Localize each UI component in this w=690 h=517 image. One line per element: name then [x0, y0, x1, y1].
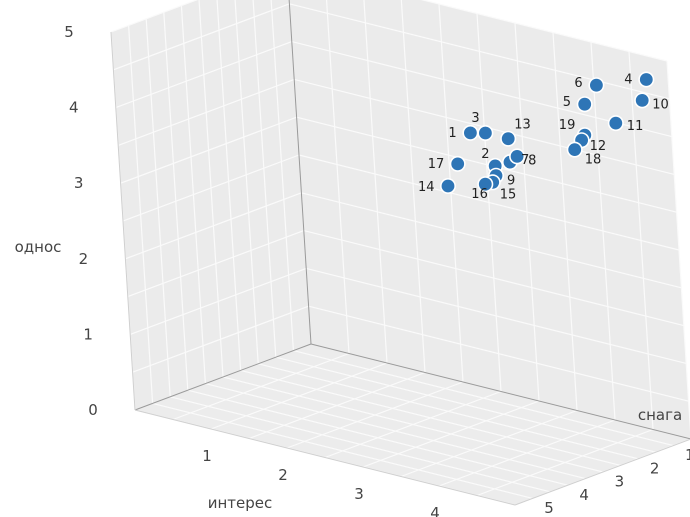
data-point-label: 6: [574, 76, 582, 91]
x-tick-label: 4: [430, 504, 440, 517]
gridline-floor-x: [400, 409, 578, 478]
axis-line: [134, 409, 516, 506]
data-point-label: 14: [418, 180, 435, 195]
z-tick-label: 4: [579, 486, 589, 504]
data-point-label: 17: [428, 157, 445, 172]
y-axis-label: однос: [15, 238, 62, 256]
gridline-floor-z: [205, 383, 586, 480]
gridline-left-z: [128, 25, 154, 404]
box-edge: [134, 343, 312, 411]
data-point-label: 16: [471, 187, 488, 202]
data-point-label: 11: [627, 119, 644, 134]
gridline-back-x: [552, 32, 578, 411]
gridline-back-y: [420, 0, 668, 62]
data-point-label: 13: [514, 118, 531, 133]
z-axis-label: снага: [638, 406, 682, 424]
gridline-back-y: [289, 3, 670, 100]
gridline-left-y: [120, 116, 297, 184]
gridline-floor-z: [222, 376, 604, 473]
data-point-label: 3: [471, 111, 479, 126]
data-point: [634, 92, 651, 109]
data-point-label: 4: [624, 73, 632, 88]
data-point-label: 8: [528, 153, 536, 168]
gridline-left-y: [113, 3, 290, 71]
gridline-left-y: [117, 78, 295, 146]
data-point-label: 5: [563, 95, 571, 110]
data-point: [566, 141, 583, 158]
y-tick-label: 5: [64, 23, 74, 41]
data-point-label: 1: [448, 126, 456, 141]
left-pane: [111, 0, 311, 410]
data-point: [477, 125, 494, 142]
chart-box-edges: [110, 0, 690, 506]
gridline-back-x: [628, 51, 654, 430]
gridline-back-x: [476, 13, 502, 392]
data-point: [576, 96, 593, 113]
gridline-floor-x: [476, 428, 654, 497]
z-tick-label: 2: [650, 459, 660, 477]
x-tick-label: 3: [354, 485, 364, 503]
gridline-floor-z: [187, 389, 568, 486]
box-edge: [288, 0, 312, 345]
gridline-back-x: [666, 60, 690, 433]
y-tick-label: 3: [74, 174, 84, 192]
data-point: [477, 176, 494, 193]
gridline-back-x: [590, 41, 616, 421]
data-point: [588, 77, 605, 94]
gridline-floor-x: [438, 419, 616, 487]
data-point: [509, 148, 526, 165]
gridline-left-y: [110, 0, 199, 33]
chart-grid: [110, 0, 690, 506]
gridline-floor-z: [170, 396, 551, 493]
data-point-label: 12: [590, 139, 607, 154]
gridline-left-z: [163, 12, 189, 391]
y-tick-label: 0: [88, 401, 98, 419]
data-point-label: 18: [585, 153, 602, 168]
axis-line: [514, 438, 690, 506]
x-axis-label: интерес: [208, 494, 273, 512]
z-tick-label: 3: [615, 473, 625, 491]
gridline-left-z: [180, 5, 206, 384]
x-tick-label: 2: [278, 466, 288, 484]
gridline-floor-z: [152, 402, 533, 499]
axis-line: [110, 31, 136, 411]
y-tick-label: 2: [79, 250, 89, 268]
data-point-label: 9: [507, 174, 515, 189]
data-point: [638, 71, 655, 88]
data-point-label: 7: [521, 153, 529, 168]
data-point: [449, 155, 466, 172]
y-tick-label: 1: [83, 325, 93, 343]
data-point: [462, 124, 479, 141]
gridline-left-z: [198, 0, 224, 378]
data-point: [439, 178, 456, 195]
y-tick-label: 4: [69, 99, 79, 117]
gridline-left-z: [145, 18, 171, 397]
box-edge: [310, 343, 690, 440]
gridline-floor-x: [362, 400, 540, 468]
data-point-label: 10: [652, 97, 669, 112]
gridline-left-y: [115, 41, 293, 109]
gridline-back-y: [296, 116, 677, 213]
z-tick-label: 5: [544, 499, 554, 517]
x-tick-label: 1: [202, 447, 212, 465]
data-point-label: 15: [500, 187, 517, 202]
data-point-label: 19: [559, 118, 576, 133]
gridline-back-x: [514, 22, 540, 402]
axis-tick-labels: 01234512345012345: [64, 23, 690, 517]
data-point: [607, 115, 624, 132]
z-tick-label: 1: [685, 446, 690, 464]
data-point-label: 2: [481, 147, 489, 162]
data-point: [500, 130, 517, 147]
